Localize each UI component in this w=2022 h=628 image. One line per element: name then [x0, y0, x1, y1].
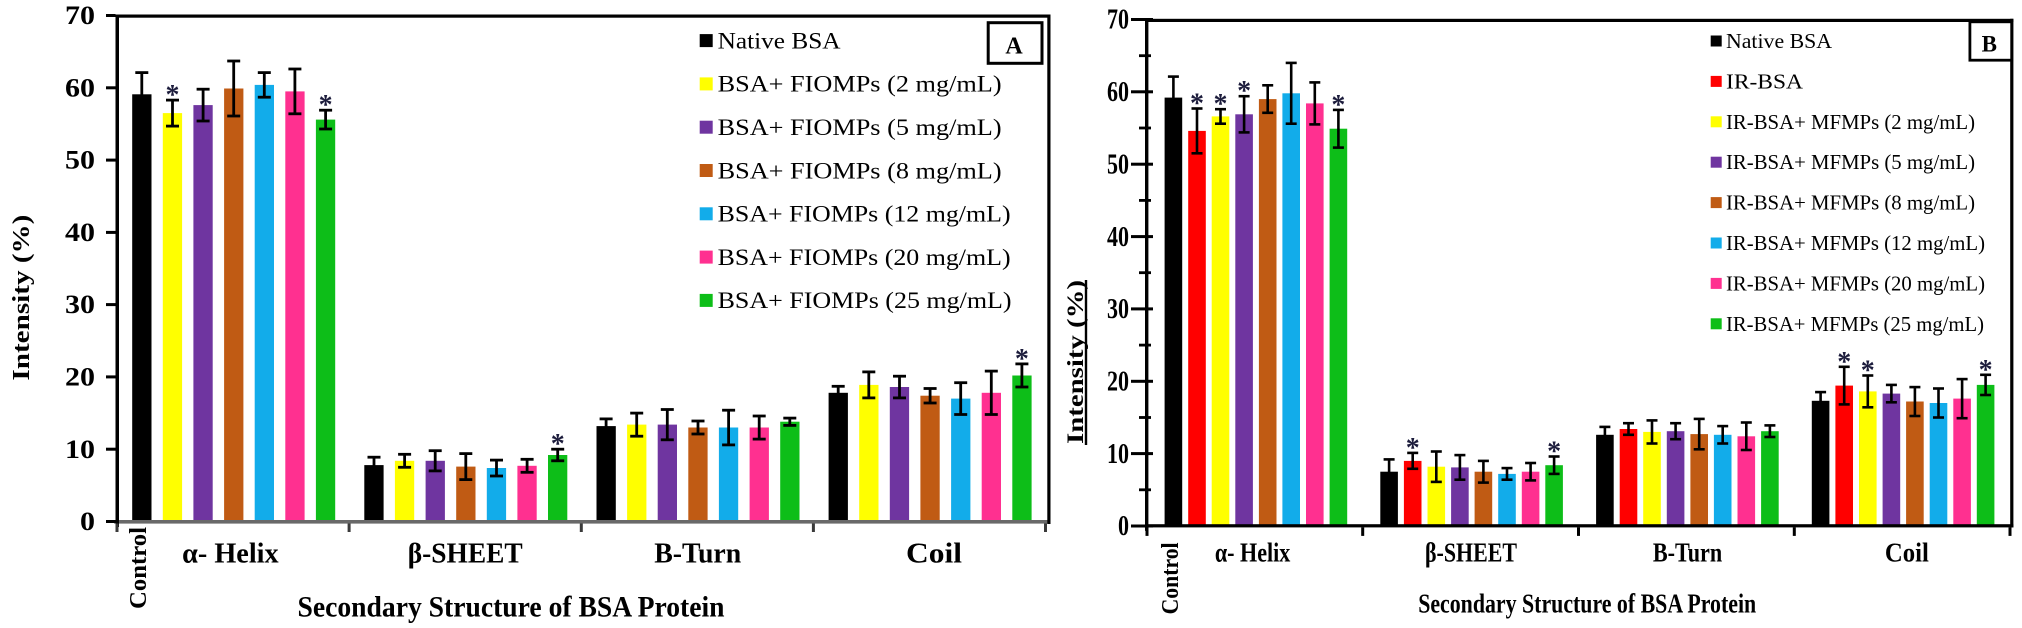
- svg-text:50: 50: [65, 146, 95, 175]
- svg-text:BSA+ FIOMPs (20 mg/mL): BSA+ FIOMPs (20 mg/mL): [718, 245, 1011, 270]
- svg-text:BSA+ FIOMPs (25 mg/mL): BSA+ FIOMPs (25 mg/mL): [718, 288, 1012, 313]
- svg-text:40: 40: [1107, 222, 1129, 253]
- svg-text:0: 0: [1118, 511, 1129, 542]
- svg-text:β-SHEET: β-SHEET: [1425, 538, 1517, 568]
- svg-text:Intensity (%): Intensity (%): [9, 215, 35, 381]
- svg-text:Coil: Coil: [1885, 538, 1929, 568]
- svg-text:*: *: [1979, 355, 1993, 386]
- svg-text:*: *: [1406, 433, 1420, 464]
- svg-text:Control: Control: [126, 527, 152, 609]
- svg-text:IR-BSA+ MFMPs (25 mg/mL): IR-BSA+ MFMPs (25 mg/mL): [1726, 312, 1984, 336]
- svg-text:20: 20: [1107, 367, 1129, 398]
- svg-text:10: 10: [65, 435, 95, 464]
- svg-text:*: *: [1214, 89, 1228, 120]
- svg-text:40: 40: [65, 218, 95, 247]
- svg-text:α- Helix: α- Helix: [1215, 538, 1291, 568]
- svg-text:*: *: [1861, 356, 1875, 387]
- svg-text:0: 0: [80, 507, 95, 536]
- svg-text:IR-BSA+ MFMPs (5 mg/mL): IR-BSA+ MFMPs (5 mg/mL): [1726, 150, 1975, 174]
- svg-text:Coil: Coil: [906, 538, 962, 570]
- svg-text:BSA+ FIOMPs (5 mg/mL): BSA+ FIOMPs (5 mg/mL): [718, 115, 1002, 140]
- svg-text:Secondary Structure of BSA Pro: Secondary Structure of BSA Protein: [298, 590, 725, 623]
- svg-text:*: *: [1190, 89, 1204, 120]
- svg-text:30: 30: [1107, 294, 1129, 325]
- svg-text:*: *: [551, 429, 565, 460]
- svg-text:*: *: [166, 80, 180, 111]
- svg-text:*: *: [1547, 437, 1561, 468]
- svg-text:Control: Control: [1158, 542, 1184, 614]
- svg-text:10: 10: [1107, 439, 1129, 470]
- svg-text:50: 50: [1107, 149, 1129, 180]
- svg-text:β-SHEET: β-SHEET: [408, 538, 523, 570]
- svg-text:IR-BSA: IR-BSA: [1726, 69, 1804, 93]
- svg-text:*: *: [1837, 347, 1851, 378]
- svg-text:IR-BSA+ MFMPs (8 mg/mL): IR-BSA+ MFMPs (8 mg/mL): [1726, 191, 1975, 215]
- svg-text:30: 30: [65, 290, 95, 319]
- svg-text:*: *: [1237, 76, 1251, 107]
- svg-text:Secondary Structure of BSA Pro: Secondary Structure of BSA Protein: [1418, 588, 1756, 618]
- svg-text:70: 70: [1107, 5, 1129, 36]
- svg-text:20: 20: [65, 363, 95, 392]
- svg-text:70: 70: [65, 1, 95, 30]
- svg-text:*: *: [1015, 344, 1029, 375]
- svg-text:IR-BSA+ MFMPs (12 mg/mL): IR-BSA+ MFMPs (12 mg/mL): [1726, 231, 1985, 255]
- svg-text:B-Turn: B-Turn: [1653, 538, 1722, 568]
- svg-text:BSA+ FIOMPs (8 mg/mL): BSA+ FIOMPs (8 mg/mL): [718, 158, 1002, 183]
- svg-text:α- Helix: α- Helix: [182, 538, 279, 570]
- svg-text:B: B: [1982, 32, 1997, 57]
- svg-text:*: *: [319, 90, 333, 121]
- svg-text:A: A: [1005, 34, 1023, 60]
- svg-text:*: *: [1331, 90, 1345, 121]
- svg-text:Native BSA: Native BSA: [1726, 29, 1833, 53]
- svg-text:IR-BSA+ MFMPs (2 mg/mL): IR-BSA+ MFMPs (2 mg/mL): [1726, 110, 1975, 134]
- svg-text:B-Turn: B-Turn: [654, 538, 741, 570]
- svg-text:BSA+ FIOMPs (12 mg/mL): BSA+ FIOMPs (12 mg/mL): [718, 202, 1011, 227]
- svg-text:BSA+ FIOMPs (2 mg/mL): BSA+ FIOMPs (2 mg/mL): [718, 72, 1002, 97]
- svg-text:60: 60: [1107, 77, 1129, 108]
- svg-text:Native BSA: Native BSA: [718, 28, 841, 53]
- svg-text:IR-BSA+ MFMPs (20 mg/mL): IR-BSA+ MFMPs (20 mg/mL): [1726, 271, 1985, 295]
- svg-text:Intensity (%): Intensity (%): [1063, 280, 1089, 444]
- svg-text:60: 60: [65, 73, 95, 102]
